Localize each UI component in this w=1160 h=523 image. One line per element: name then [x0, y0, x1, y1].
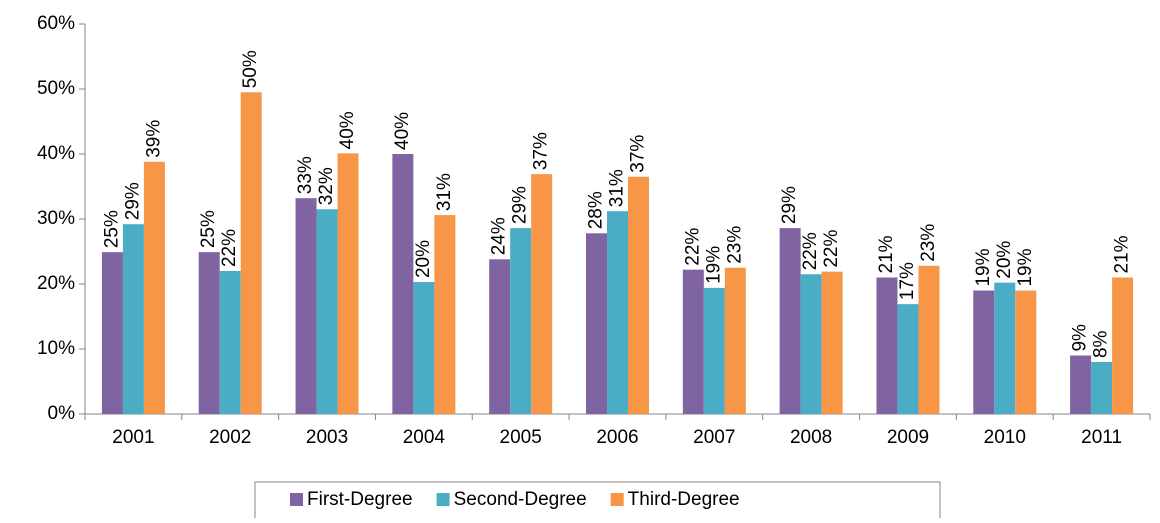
value-label: 8% — [1091, 330, 1112, 358]
value-label: 37% — [531, 132, 552, 170]
y-tick-label: 0% — [48, 403, 76, 424]
y-tick-label: 60% — [37, 13, 75, 34]
value-label: 31% — [607, 169, 628, 207]
bar — [897, 304, 919, 414]
x-tick-label: 2004 — [403, 427, 446, 448]
value-label: 23% — [724, 226, 745, 264]
value-label: 25% — [101, 210, 122, 248]
bar — [876, 277, 898, 414]
bar — [994, 282, 1016, 414]
value-label: 9% — [1070, 324, 1091, 352]
x-tick-label: 2010 — [984, 427, 1026, 448]
value-label: 24% — [489, 217, 510, 255]
x-tick-label: 2003 — [306, 427, 348, 448]
bar — [973, 290, 995, 414]
bar — [240, 92, 262, 414]
value-label: 39% — [143, 120, 164, 158]
bar — [607, 211, 628, 414]
y-tick-label: 50% — [37, 78, 75, 99]
value-label: 21% — [1112, 235, 1133, 273]
value-label: 28% — [586, 191, 607, 229]
bar — [918, 265, 940, 414]
bar — [122, 224, 144, 414]
bar — [1015, 290, 1037, 414]
value-label: 29% — [122, 182, 143, 220]
bar — [101, 252, 123, 414]
value-label: 22% — [821, 230, 842, 268]
value-label: 22% — [219, 229, 240, 267]
bar — [586, 233, 607, 414]
bar — [510, 228, 532, 414]
value-label: 29% — [510, 186, 531, 224]
value-label: 40% — [392, 112, 413, 150]
bar — [821, 271, 843, 414]
legend-box — [254, 481, 941, 523]
bar — [1091, 362, 1113, 414]
bar — [779, 228, 801, 414]
bar — [489, 259, 511, 414]
x-tick-label: 2011 — [1081, 427, 1122, 448]
y-tick-label: 20% — [37, 273, 75, 294]
bar — [1070, 355, 1092, 414]
value-label: 25% — [198, 210, 219, 248]
value-label: 29% — [779, 186, 800, 224]
value-label: 23% — [918, 224, 939, 262]
value-label: 19% — [973, 248, 994, 286]
y-tick-label: 30% — [37, 208, 75, 229]
legend-swatch — [290, 493, 303, 506]
y-tick-label: 40% — [37, 143, 75, 164]
bar — [143, 161, 165, 414]
value-label: 19% — [703, 246, 724, 284]
value-label: 21% — [876, 235, 897, 273]
bar — [1112, 277, 1134, 414]
bar — [724, 267, 746, 414]
x-tick-label: 2008 — [790, 427, 832, 448]
legend-swatch — [610, 493, 624, 506]
bar — [337, 153, 359, 414]
x-tick-label: 2009 — [887, 427, 929, 448]
value-label: 33% — [295, 156, 316, 194]
value-label: 32% — [316, 167, 337, 205]
x-tick-label: 2002 — [209, 427, 251, 448]
value-label: 40% — [337, 111, 358, 149]
bar — [682, 269, 704, 414]
bar — [413, 282, 435, 414]
value-label: 20% — [413, 240, 434, 278]
legend-swatch — [436, 493, 450, 506]
x-tick-label: 2001 — [112, 427, 154, 448]
value-label: 20% — [994, 241, 1015, 279]
value-label: 37% — [628, 135, 649, 173]
bar — [531, 174, 553, 414]
value-label: 22% — [682, 228, 703, 266]
x-tick-label: 2007 — [693, 427, 735, 448]
value-label: 19% — [1015, 248, 1036, 286]
legend-label: Second-Degree — [454, 489, 587, 510]
x-tick-label: 2005 — [500, 427, 542, 448]
legend-label: First-Degree — [307, 489, 413, 510]
bar — [295, 198, 317, 414]
value-label: 31% — [434, 173, 455, 211]
bar — [800, 274, 822, 414]
value-label: 17% — [897, 262, 918, 300]
bar — [219, 271, 241, 414]
x-tick-label: 2006 — [596, 427, 638, 448]
y-tick-label: 10% — [37, 338, 75, 359]
bar — [198, 252, 220, 414]
legend-label: Third-Degree — [628, 489, 740, 510]
value-label: 50% — [240, 50, 261, 88]
bar — [392, 154, 414, 414]
value-label: 22% — [800, 232, 821, 270]
bar — [628, 176, 649, 414]
bar — [434, 215, 456, 414]
bar — [703, 287, 725, 414]
bar — [316, 209, 338, 414]
